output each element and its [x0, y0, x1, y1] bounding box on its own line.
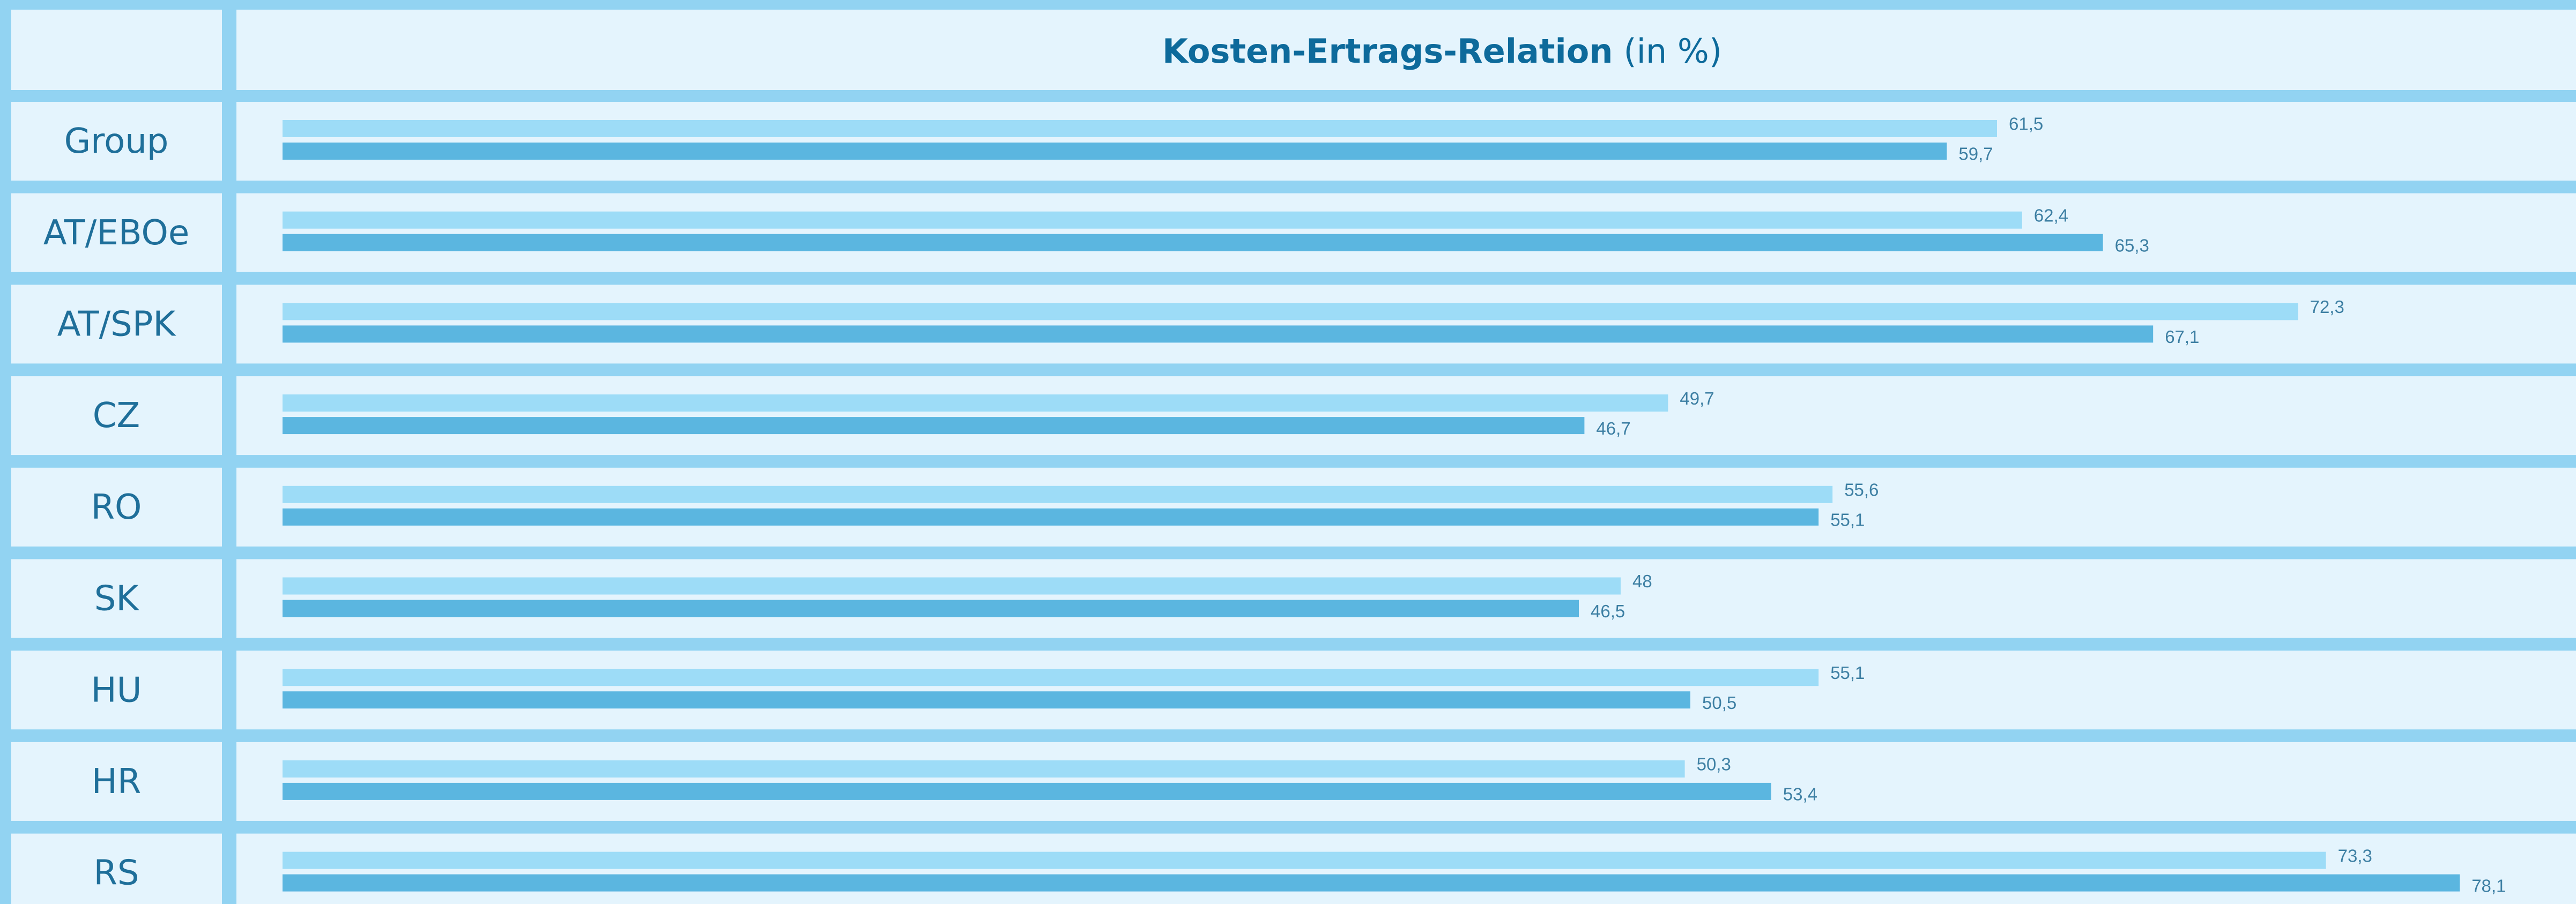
header-cell	[236, 10, 2576, 90]
bar	[283, 874, 2460, 892]
bar	[283, 782, 1771, 800]
value-label: 55,1	[1830, 663, 1865, 683]
bar	[283, 508, 1819, 526]
bar	[283, 760, 1685, 778]
value-label: 55,1	[1830, 510, 1865, 530]
category-label: RO	[91, 488, 142, 527]
bar	[283, 234, 2103, 251]
category-label: HR	[92, 762, 142, 802]
value-label: 67,1	[2165, 327, 2199, 347]
category-label: HU	[91, 670, 142, 710]
value-label: 62,4	[2034, 205, 2068, 225]
value-label: 55,6	[1844, 480, 1879, 500]
value-label: 46,5	[1591, 601, 1625, 621]
value-label: 65,3	[2115, 235, 2149, 255]
value-label: 50,3	[1697, 754, 1731, 774]
bar	[283, 211, 2022, 229]
value-label: 53,4	[1783, 785, 1817, 804]
category-cell	[11, 833, 222, 904]
bar-cell	[236, 467, 2576, 547]
category-cell	[11, 102, 222, 181]
header-corner-cell	[11, 10, 222, 90]
value-label: 78,1	[2471, 876, 2506, 895]
bar-cell	[236, 376, 2576, 455]
category-cell	[11, 559, 222, 638]
bar	[283, 669, 1819, 686]
chart-title-suffix: (in %)	[1623, 32, 1722, 71]
category-cell	[11, 376, 222, 455]
bar	[283, 417, 1585, 435]
value-label: 49,7	[1680, 389, 1714, 408]
category-cell	[11, 651, 222, 730]
category-cell	[11, 285, 222, 364]
value-label: 72,3	[2310, 297, 2344, 317]
category-label: Group	[64, 122, 169, 161]
category-label: CZ	[93, 396, 140, 436]
bar-cell	[236, 193, 2576, 272]
chart-title: Kosten-Ertrags-Relation	[1162, 32, 1613, 71]
bar-cell	[236, 102, 2576, 181]
bar	[283, 485, 1833, 503]
category-cell	[11, 467, 222, 547]
bar	[283, 143, 1947, 160]
value-label: 46,7	[1596, 419, 1630, 438]
bar	[283, 394, 1668, 412]
category-label: AT/SPK	[57, 304, 177, 344]
category-label: AT/EBOe	[43, 213, 189, 253]
bar-cell	[236, 285, 2576, 364]
bar	[283, 851, 2326, 869]
bar	[283, 600, 1579, 617]
value-label: 50,5	[1702, 693, 1736, 713]
value-label: 61,5	[2009, 114, 2043, 134]
bar-cell	[236, 742, 2576, 821]
category-cell	[11, 193, 222, 272]
bar	[283, 303, 2298, 320]
category-cell	[11, 742, 222, 821]
value-label: 59,7	[1958, 144, 1993, 164]
bar-cell	[236, 559, 2576, 638]
value-label: 48	[1632, 571, 1652, 591]
bar	[283, 120, 1997, 137]
bar	[283, 577, 1621, 595]
bar-cell	[236, 651, 2576, 730]
chart-title-group: Kosten-Ertrags-Relation (in %)	[1162, 32, 1722, 71]
value-label: 73,3	[2338, 846, 2372, 865]
category-label: RS	[93, 854, 139, 893]
bar	[283, 325, 2154, 343]
bar	[283, 691, 1690, 709]
category-label: SK	[94, 579, 140, 619]
